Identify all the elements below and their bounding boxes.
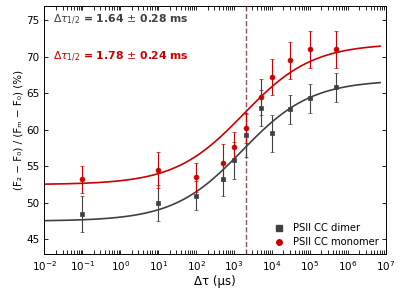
Text: $\Delta\tau_{1/2}$ = 1.78 $\pm$ 0.24 ms: $\Delta\tau_{1/2}$ = 1.78 $\pm$ 0.24 ms — [53, 50, 189, 64]
Legend: PSII CC dimer, PSII CC monomer: PSII CC dimer, PSII CC monomer — [267, 221, 381, 249]
Y-axis label: (F₂ − F₀) / (Fₘ − F₀) (%): (F₂ − F₀) / (Fₘ − F₀) (%) — [14, 70, 24, 190]
Text: $\Delta\tau_{1/2}$ = 1.64 $\pm$ 0.28 ms: $\Delta\tau_{1/2}$ = 1.64 $\pm$ 0.28 ms — [53, 13, 189, 27]
X-axis label: Δτ (μs): Δτ (μs) — [194, 275, 236, 288]
